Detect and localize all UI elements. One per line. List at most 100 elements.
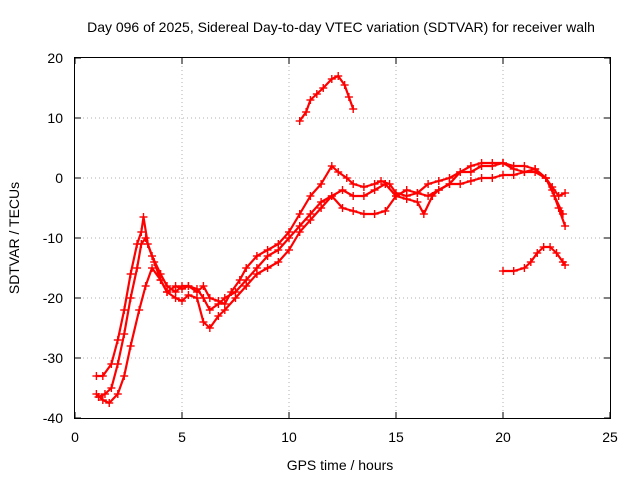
series-line [298, 74, 355, 123]
data-point [546, 243, 555, 251]
data-point [338, 204, 347, 212]
data-point [499, 159, 507, 167]
data-point [231, 288, 240, 296]
y-tick-label: 0 [55, 170, 63, 186]
data-point [509, 267, 518, 275]
data-point [377, 177, 386, 185]
data-series [92, 72, 570, 407]
data-point [381, 207, 390, 215]
data-point [205, 324, 214, 332]
data-point [488, 174, 497, 182]
data-point [531, 165, 540, 173]
data-point [171, 288, 180, 296]
data-point [214, 312, 223, 320]
data-point [163, 282, 172, 290]
data-point [252, 264, 261, 272]
data-point [199, 282, 208, 290]
data-point [306, 96, 315, 104]
data-point [477, 162, 486, 170]
data-point [334, 72, 343, 80]
data-point [120, 306, 129, 314]
data-point [220, 306, 229, 314]
data-point [306, 192, 315, 200]
x-tick-label: 0 [71, 429, 79, 445]
data-point [327, 75, 336, 83]
data-point [558, 210, 567, 218]
grid [75, 58, 610, 418]
data-point [428, 192, 437, 200]
data-point [344, 93, 353, 101]
data-point [561, 222, 570, 230]
data-point [317, 180, 326, 188]
y-tick-label: -40 [43, 410, 63, 426]
data-point [113, 390, 122, 398]
data-point [550, 192, 559, 200]
data-point [184, 282, 193, 290]
data-point [317, 198, 326, 206]
plot-frame [74, 57, 611, 419]
data-point [263, 252, 272, 260]
y-tick-label: -30 [43, 350, 63, 366]
data-point [413, 198, 422, 206]
data-point [135, 306, 144, 314]
data-point [126, 270, 135, 278]
data-point [334, 168, 343, 176]
x-axis-label: GPS time / hours [287, 457, 394, 473]
data-point [199, 318, 208, 326]
data-point [402, 186, 411, 194]
data-point [312, 90, 321, 98]
data-point [561, 189, 570, 197]
data-point [349, 192, 358, 200]
series-arc-1 [92, 162, 570, 380]
data-point [126, 342, 135, 350]
series-line [501, 245, 567, 273]
data-point [434, 186, 443, 194]
data-point [242, 264, 251, 272]
data-point [541, 174, 550, 182]
data-point [133, 264, 142, 272]
data-point [359, 192, 368, 200]
data-point [319, 84, 328, 92]
data-point [520, 264, 529, 272]
data-point [120, 330, 129, 338]
data-point [327, 162, 336, 170]
data-point [295, 210, 304, 218]
data-point [434, 177, 443, 185]
data-point [105, 399, 114, 407]
data-point [392, 192, 400, 200]
data-point [285, 234, 293, 242]
x-tick-label: 20 [495, 429, 511, 445]
y-axis-label: SDTVAR / TECUs [6, 182, 22, 294]
data-point [499, 267, 507, 275]
data-point [520, 162, 529, 170]
data-point [509, 162, 518, 170]
data-point [220, 294, 229, 302]
data-point [113, 360, 122, 368]
data-point [274, 258, 283, 266]
data-point [342, 174, 351, 182]
data-point [302, 108, 311, 116]
y-tick-label: 20 [47, 50, 63, 66]
data-point [295, 222, 304, 230]
x-tick-label: 15 [388, 429, 404, 445]
tick-labels: 0 5 10 15 20 25 -40 -30 -20 -10 0 10 20 [43, 50, 618, 445]
data-point [456, 168, 465, 176]
data-point [456, 180, 465, 188]
data-point [477, 174, 486, 182]
data-point [137, 240, 146, 248]
data-point [120, 372, 129, 380]
series-arc-3 [94, 159, 567, 401]
data-point [526, 258, 535, 266]
data-point [327, 192, 336, 200]
data-point [349, 207, 358, 215]
data-point [295, 117, 304, 125]
y-tick-label: 10 [47, 110, 63, 126]
data-point [205, 306, 214, 314]
data-point [141, 282, 150, 290]
data-point [148, 252, 157, 260]
x-tick-label: 10 [281, 429, 297, 445]
data-point [359, 183, 368, 191]
series-line [97, 161, 565, 399]
x-tick-label: 5 [178, 429, 186, 445]
